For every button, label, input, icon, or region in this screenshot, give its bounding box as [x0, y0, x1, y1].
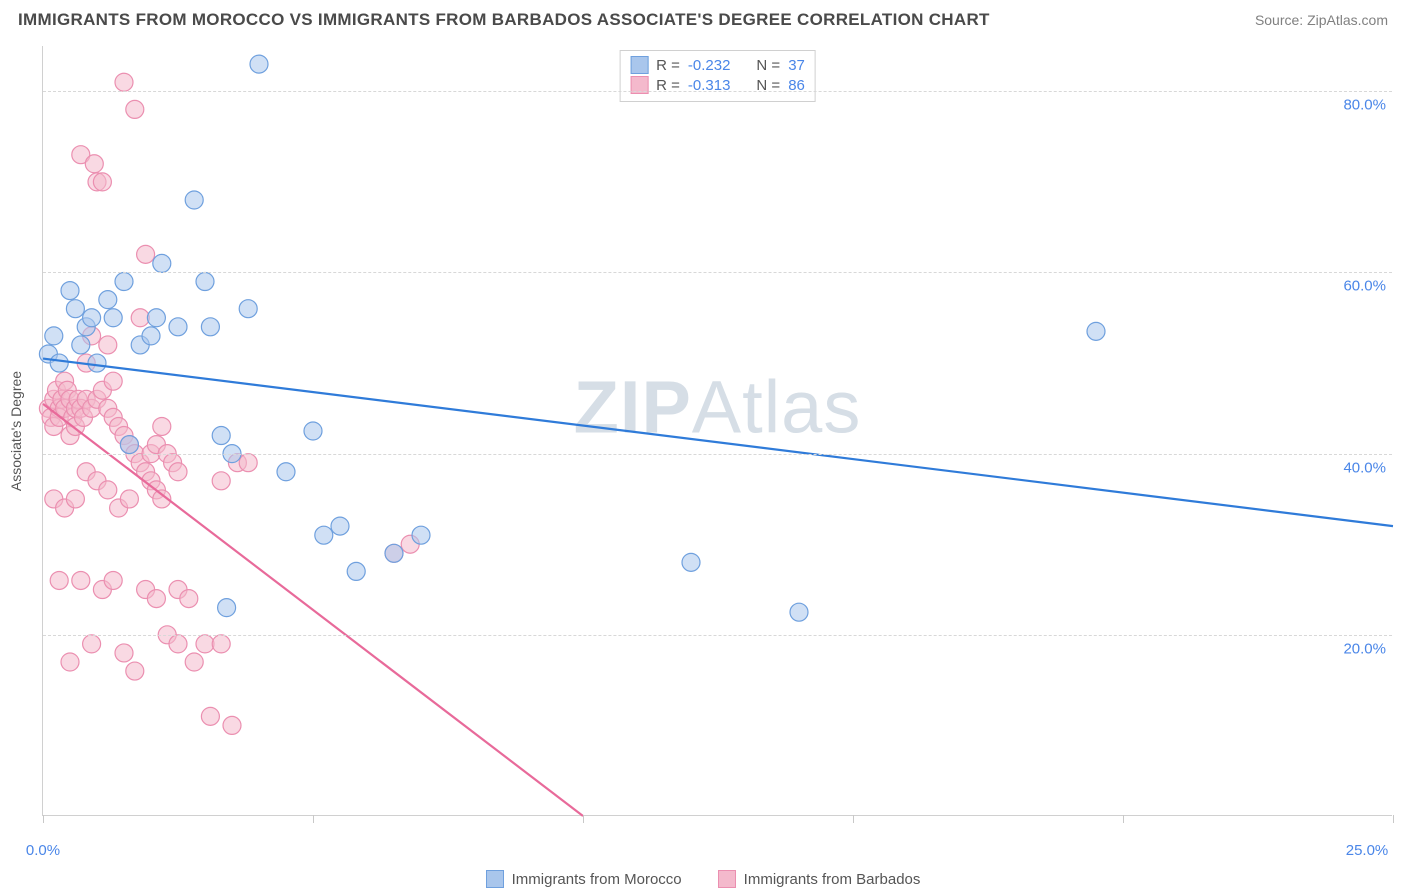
swatch-morocco: [630, 56, 648, 74]
source-label: Source: ZipAtlas.com: [1255, 12, 1388, 28]
plot-container: Associate's Degree ZIPAtlas R = -0.232 N…: [42, 46, 1392, 816]
legend-item-morocco: Immigrants from Morocco: [486, 870, 682, 888]
stats-row-morocco: R = -0.232 N = 37: [630, 55, 805, 75]
scatter-svg: [43, 46, 1392, 815]
y-axis-label: Associate's Degree: [8, 371, 24, 491]
bottom-legend: Immigrants from Morocco Immigrants from …: [0, 870, 1406, 888]
stats-legend: R = -0.232 N = 37 R = -0.313 N = 86: [619, 50, 816, 102]
swatch-barbados-icon: [718, 870, 736, 888]
header-bar: IMMIGRANTS FROM MOROCCO VS IMMIGRANTS FR…: [0, 0, 1406, 30]
chart-title: IMMIGRANTS FROM MOROCCO VS IMMIGRANTS FR…: [18, 10, 990, 30]
legend-item-barbados: Immigrants from Barbados: [718, 870, 921, 888]
swatch-morocco-icon: [486, 870, 504, 888]
plot-area: ZIPAtlas R = -0.232 N = 37 R = -0.313 N …: [42, 46, 1392, 816]
